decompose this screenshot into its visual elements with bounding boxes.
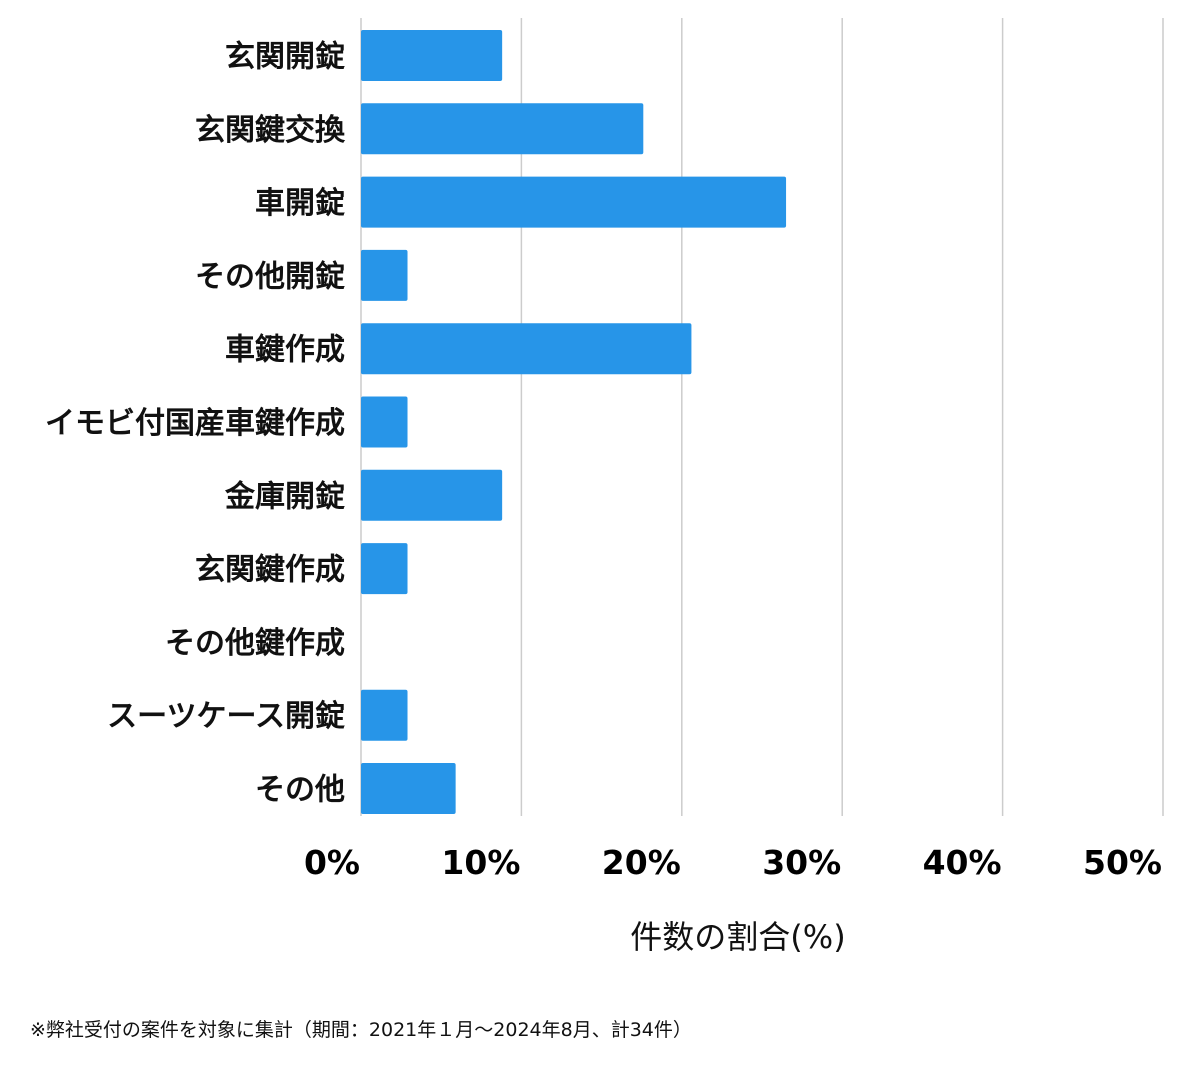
category-label: 車鍵作成 <box>225 333 345 368</box>
category-label: イモビ付国産車鍵作成 <box>45 406 345 441</box>
bar <box>361 103 644 155</box>
category-label: その他鍵作成 <box>165 626 345 661</box>
category-label: その他開錠 <box>195 259 345 294</box>
category-label: 金庫開錠 <box>224 479 345 514</box>
x-tick-label: 0% <box>304 843 360 882</box>
bar <box>361 469 503 521</box>
bar <box>361 396 408 448</box>
x-tick-label: 30% <box>762 843 841 882</box>
bar <box>361 763 456 814</box>
bar <box>361 543 408 595</box>
bar <box>361 30 503 81</box>
category-label: 玄関鍵作成 <box>195 553 345 588</box>
x-tick-labels: 0% 10% 20% 30% 40% 50% <box>304 843 1162 882</box>
category-label: 玄関開錠 <box>225 40 345 75</box>
bars <box>361 30 787 814</box>
category-label: 玄関鍵交換 <box>195 113 346 148</box>
category-labels: 玄関開錠玄関鍵交換車開錠その他開錠車鍵作成イモビ付国産車鍵作成金庫開錠玄関鍵作成… <box>45 40 346 808</box>
bar <box>361 249 408 301</box>
category-label: スーツケース開錠 <box>107 699 345 734</box>
bar <box>361 176 787 228</box>
x-tick-label: 40% <box>923 843 1002 882</box>
bar <box>361 689 408 741</box>
bar <box>361 323 692 375</box>
x-tick-label: 20% <box>602 843 681 882</box>
category-label: その他 <box>255 773 345 808</box>
x-tick-label: 50% <box>1083 843 1162 882</box>
x-axis-title: 件数の割合(%) <box>630 918 845 956</box>
x-tick-label: 10% <box>441 843 520 882</box>
category-label: 車開錠 <box>255 186 345 221</box>
footnote: ※弊社受付の案件を対象に集計（期間：2021年１月〜2024年8月、計34件） <box>30 1019 692 1041</box>
bar-chart: 玄関開錠玄関鍵交換車開錠その他開錠車鍵作成イモビ付国産車鍵作成金庫開錠玄関鍵作成… <box>45 18 1164 956</box>
